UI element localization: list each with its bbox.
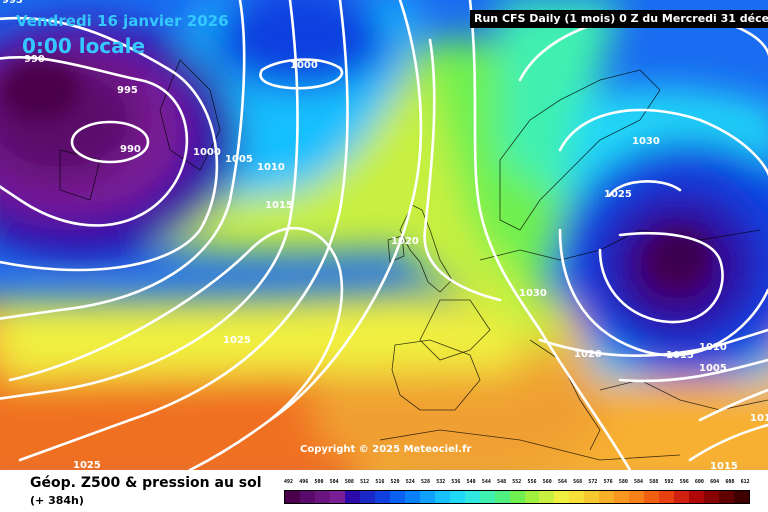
legend-tick-label: 508 [345, 479, 354, 485]
legend-color-swatch [390, 491, 405, 503]
legend-color-swatch [375, 491, 390, 503]
legend-tick-label: 568 [573, 479, 582, 485]
legend-tick-label: 580 [619, 479, 628, 485]
isobar-1025-atlantic: 1025 [223, 335, 251, 346]
legend-color-swatch [330, 491, 345, 503]
legend-tick-label: 540 [467, 479, 476, 485]
legend-tick-label: 588 [649, 479, 658, 485]
legend-color-swatch [614, 491, 629, 503]
isobar-1025-scandinavia: 1025 [604, 189, 632, 200]
isobar-1015-southeast: 1015 [710, 461, 738, 470]
legend-color-swatch [599, 491, 614, 503]
legend-tick-label: 556 [528, 479, 537, 485]
legend-color-swatch [405, 491, 420, 503]
isobar-1000-north: 1000 [290, 60, 318, 71]
isobar-101-edge: 101 [750, 413, 768, 424]
isobar-990-center: 990 [120, 144, 141, 155]
legend-tick-label: 496 [299, 479, 308, 485]
forecast-map: 995 990 1000 995 990 1000 1005 1010 1015… [0, 0, 768, 470]
legend-color-swatch [539, 491, 554, 503]
legend-tick-labels: 492 496 500 504 508 512 516 520 524 528 532 536 540 5… [284, 479, 750, 485]
legend-tick-label: 564 [558, 479, 567, 485]
legend-tick-label: 524 [406, 479, 415, 485]
legend-tick-label: 596 [680, 479, 689, 485]
legend-color-swatch [285, 491, 300, 503]
legend-color-swatch [689, 491, 704, 503]
legend-tick-label: 548 [497, 479, 506, 485]
legend-color-swatch [315, 491, 330, 503]
legend-color-swatch [704, 491, 719, 503]
legend-color-swatch [525, 491, 540, 503]
geopotential-field [0, 0, 768, 470]
legend-tick-label: 604 [710, 479, 719, 485]
legend-tick-label: 552 [512, 479, 521, 485]
isobar-1015-mid: 1015 [265, 200, 293, 211]
isobar-1000-mid: 1000 [193, 147, 221, 158]
legend-color-swatch [495, 491, 510, 503]
legend-color-swatch [659, 491, 674, 503]
legend-tick-label: 492 [284, 479, 293, 485]
legend-color-swatch [480, 491, 495, 503]
legend-color-swatch [345, 491, 360, 503]
legend-color-swatch [569, 491, 584, 503]
legend-tick-label: 504 [330, 479, 339, 485]
legend-tick-label: 516 [375, 479, 384, 485]
legend-color-swatch [554, 491, 569, 503]
legend-color-swatch [719, 491, 734, 503]
isobar-1020-uk: 1020 [391, 236, 419, 247]
isobar-1010-east: 1010 [699, 342, 727, 353]
legend-color-swatch [734, 491, 749, 503]
legend-color-swatch [674, 491, 689, 503]
legend-tick-label: 512 [360, 479, 369, 485]
isobar-1020-europe: 1020 [574, 349, 602, 360]
legend-subtitle: (+ 384h) [30, 494, 84, 507]
legend-tick-label: 560 [543, 479, 552, 485]
color-scale-bar [284, 490, 750, 504]
legend-tick-label: 584 [634, 479, 643, 485]
legend-tick-label: 544 [482, 479, 491, 485]
legend-color-swatch [465, 491, 480, 503]
isobar-1005-mid: 1005 [225, 154, 253, 165]
legend-color-swatch [629, 491, 644, 503]
copyright-notice: Copyright © 2025 Meteociel.fr [300, 444, 471, 455]
isobar-1025-south: 1025 [73, 460, 101, 470]
legend-tick-label: 600 [695, 479, 704, 485]
legend-color-swatch [584, 491, 599, 503]
legend-color-swatch [450, 491, 465, 503]
forecast-date: Vendredi 16 janvier 2026 [16, 12, 229, 30]
isobar-1015-east: 1015 [666, 350, 694, 361]
legend-color-swatch [300, 491, 315, 503]
forecast-time: 0:00 locale [22, 34, 145, 58]
legend-color-swatch [644, 491, 659, 503]
run-info-banner: Run CFS Daily (1 mois) 0 Z du Mercredi 3… [470, 10, 768, 28]
isobar-1010-mid: 1010 [257, 162, 285, 173]
legend-color-swatch [420, 491, 435, 503]
legend-tick-label: 576 [604, 479, 613, 485]
legend-tick-label: 500 [314, 479, 323, 485]
legend-tick-label: 536 [451, 479, 460, 485]
isobar-1030-scandinavia: 1030 [632, 136, 660, 147]
legend-panel: Géop. Z500 & pression au sol (+ 384h) 49… [0, 470, 768, 512]
legend-tick-label: 608 [725, 479, 734, 485]
legend-tick-label: 520 [391, 479, 400, 485]
legend-tick-label: 572 [588, 479, 597, 485]
isobar-995-west: 995 [117, 85, 138, 96]
legend-tick-label: 612 [741, 479, 750, 485]
legend-tick-label: 528 [421, 479, 430, 485]
legend-tick-label: 592 [664, 479, 673, 485]
legend-color-swatch [360, 491, 375, 503]
isobar-1005-east: 1005 [699, 363, 727, 374]
legend-color-swatch [510, 491, 525, 503]
legend-title: Géop. Z500 & pression au sol [30, 475, 262, 491]
legend-tick-label: 532 [436, 479, 445, 485]
legend-color-swatch [435, 491, 450, 503]
isobar-1030-europe: 1030 [519, 288, 547, 299]
isobar-995-topleft: 995 [2, 0, 23, 6]
